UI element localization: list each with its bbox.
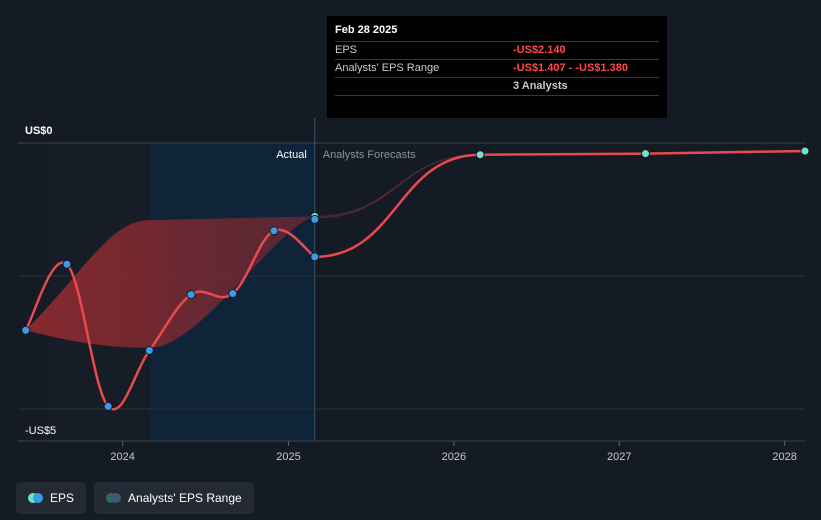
grid-layer	[18, 142, 805, 442]
x-tick-label: 2027	[607, 451, 631, 463]
legend-item-range[interactable]: Analysts' EPS Range	[94, 482, 254, 514]
eps-forecast-point	[475, 150, 485, 160]
eps-actual-point	[269, 226, 279, 236]
tooltip-date: Feb 28 2025	[335, 24, 398, 36]
x-tick-label: 2025	[276, 451, 300, 463]
tooltip-eps-label: EPS	[335, 44, 358, 56]
legend-label-eps: EPS	[50, 491, 75, 505]
forecast-region-label: Analysts Forecasts	[323, 149, 416, 161]
eps-forecast-point	[641, 149, 651, 159]
x-tick-label: 2024	[110, 451, 134, 463]
y-bottom-label: -US$5	[25, 425, 56, 437]
eps-forecast-point	[800, 146, 810, 156]
forecast-range-lower-line	[314, 154, 481, 219]
range-lower-point	[310, 214, 320, 224]
x-tick-label: 2028	[772, 451, 796, 463]
actual-region-label: Actual	[276, 149, 307, 161]
tooltip-row-analysts: 3 Analysts	[335, 77, 659, 96]
eps-actual-point	[228, 289, 238, 299]
eps-points-layer	[21, 146, 810, 411]
eps-forecast-line	[313, 149, 807, 259]
eps-range-layer	[25, 154, 481, 348]
tooltip-row-eps: EPS -US$2.140	[335, 41, 659, 59]
axis-text-layer: 2024 2025 2026 2027 2028 US$0 -US$5 Actual Analy…	[25, 125, 797, 463]
y-top-label: US$0	[25, 125, 53, 137]
tooltip-range-label: Analysts' EPS Range	[335, 62, 440, 74]
eps-actual-point	[310, 252, 320, 262]
tooltip-analysts-value: 3 Analysts	[513, 80, 568, 92]
tooltip-analysts-label	[335, 78, 513, 95]
tooltip-eps-value: -US$2.140	[513, 44, 566, 56]
eps-actual-point	[144, 345, 154, 355]
tooltip-range-value: -US$1.407 - -US$1.380	[513, 62, 628, 74]
eps-range-band	[25, 216, 315, 348]
x-tick-label: 2026	[442, 451, 466, 463]
eps-actual-point	[21, 325, 31, 335]
range-legend-icon	[106, 493, 122, 503]
tooltip-row-range: Analysts' EPS Range -US$1.407 - -US$1.38…	[335, 59, 659, 77]
chart-legend: EPS Analysts' EPS Range	[16, 482, 254, 514]
eps-actual-point	[186, 290, 196, 300]
legend-item-eps[interactable]: EPS	[16, 482, 87, 514]
eps-actual-point	[103, 401, 113, 411]
eps-actual-point	[62, 259, 72, 269]
hover-tooltip: Feb 28 2025 EPS -US$2.140 Analysts' EPS …	[327, 16, 667, 118]
legend-label-range: Analysts' EPS Range	[128, 491, 242, 505]
eps-legend-icon	[28, 493, 44, 503]
